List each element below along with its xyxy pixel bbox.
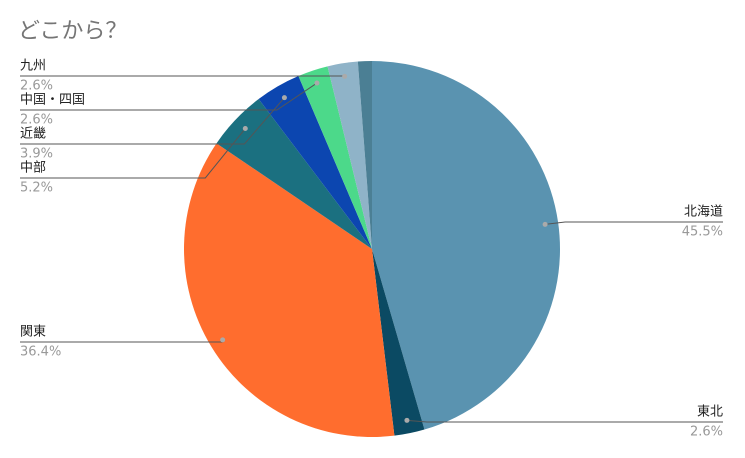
slice-value-label: 45.5% <box>682 225 723 240</box>
slice-value-label: 2.6% <box>20 113 53 128</box>
leader-line <box>406 419 723 423</box>
pie-slice <box>372 61 560 430</box>
leader-dot <box>404 417 410 423</box>
leader-line <box>20 128 246 179</box>
slice-label: 関東 <box>20 324 46 340</box>
pie-slice <box>327 61 372 250</box>
leader-dot <box>542 221 548 227</box>
slice-label: 九州 <box>20 59 46 74</box>
slice-label: 東北 <box>697 404 723 420</box>
slice-label: 中部 <box>20 161 46 176</box>
slice-label: 中国・四国 <box>20 93 85 108</box>
leader-dot <box>342 73 348 79</box>
leader-dot <box>220 337 226 343</box>
chart-title: どこから？ <box>18 19 127 44</box>
pie-slice <box>372 249 425 436</box>
slice-value-label: 2.6% <box>690 425 723 440</box>
leader-line <box>545 221 723 225</box>
slice-label: 近畿 <box>20 127 46 142</box>
slice-value-label: 5.2% <box>20 181 53 196</box>
leader-dot <box>314 80 320 86</box>
slice-label: 北海道 <box>684 205 723 220</box>
leader-line <box>20 82 318 111</box>
pie-slice <box>258 75 372 249</box>
leader-dot <box>242 126 248 132</box>
leader-line <box>20 97 285 145</box>
slice-value-label: 3.9% <box>20 147 53 162</box>
pie-slice <box>357 61 372 249</box>
slice-value-label: 2.6% <box>20 79 53 94</box>
leader-dot <box>281 95 287 101</box>
pie-slice <box>298 66 372 249</box>
pie-slice <box>184 143 395 438</box>
slice-value-label: 36.4% <box>20 345 61 360</box>
pie-slice <box>216 99 372 249</box>
